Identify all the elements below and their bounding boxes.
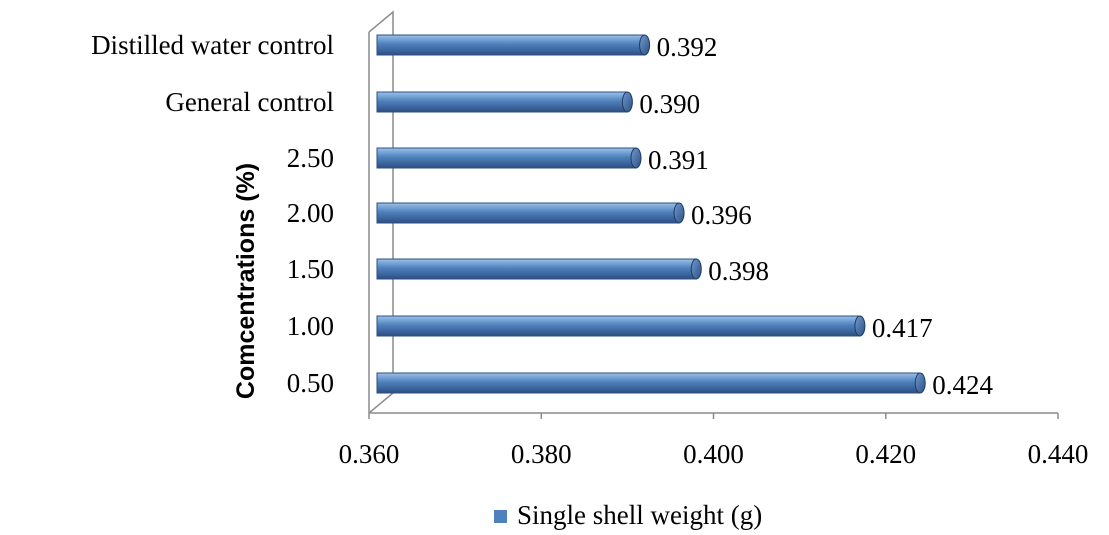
category-label: 2.00 xyxy=(287,198,334,228)
data-label: 0.398 xyxy=(708,256,769,286)
data-label: 0.392 xyxy=(657,32,718,62)
bar xyxy=(376,91,633,113)
data-label: 0.424 xyxy=(932,370,993,400)
labels-group: 0.360 0.380 0.400 0.420 0.440 0.50 0.424 1.00 0.… xyxy=(91,30,1088,469)
data-label: 0.396 xyxy=(691,200,752,230)
legend-label: Single shell weight (g) xyxy=(517,500,762,530)
bar-body xyxy=(376,34,646,56)
x-tick-label: 0.440 xyxy=(1028,439,1089,469)
bar xyxy=(376,372,926,394)
bar-body xyxy=(376,315,861,337)
bar-body xyxy=(376,372,921,394)
bar xyxy=(376,147,642,169)
bar-body xyxy=(376,91,628,113)
bar-cap xyxy=(673,202,685,224)
bar xyxy=(376,202,685,224)
category-label: 2.50 xyxy=(287,143,334,173)
legend-swatch xyxy=(494,510,507,523)
x-tick-label: 0.420 xyxy=(855,439,916,469)
y-axis-title: Comcentrations (%) xyxy=(232,163,260,399)
bar-cap xyxy=(639,34,651,56)
category-label: Distilled water control xyxy=(91,30,334,60)
bar-cap xyxy=(854,315,866,337)
x-tick-label: 0.380 xyxy=(511,439,572,469)
category-label: 1.00 xyxy=(287,311,334,341)
category-label: General control xyxy=(165,87,334,117)
legend: Single shell weight (g) xyxy=(494,500,762,530)
bar-cap xyxy=(621,91,633,113)
bar-cap xyxy=(914,372,926,394)
bar xyxy=(376,34,651,56)
bar xyxy=(376,258,702,280)
category-label: 0.50 xyxy=(287,368,334,398)
bar-body xyxy=(376,258,697,280)
bar-body xyxy=(376,147,637,169)
bars-group xyxy=(376,34,926,394)
x-tick-label: 0.400 xyxy=(683,439,744,469)
bar-body xyxy=(376,202,680,224)
data-label: 0.390 xyxy=(639,89,700,119)
bar xyxy=(376,315,866,337)
bar-cap xyxy=(630,147,642,169)
bar-cap xyxy=(690,258,702,280)
x-tick-label: 0.360 xyxy=(339,439,400,469)
data-label: 0.417 xyxy=(872,313,933,343)
data-label: 0.391 xyxy=(648,145,709,175)
category-label: 1.50 xyxy=(287,254,334,284)
